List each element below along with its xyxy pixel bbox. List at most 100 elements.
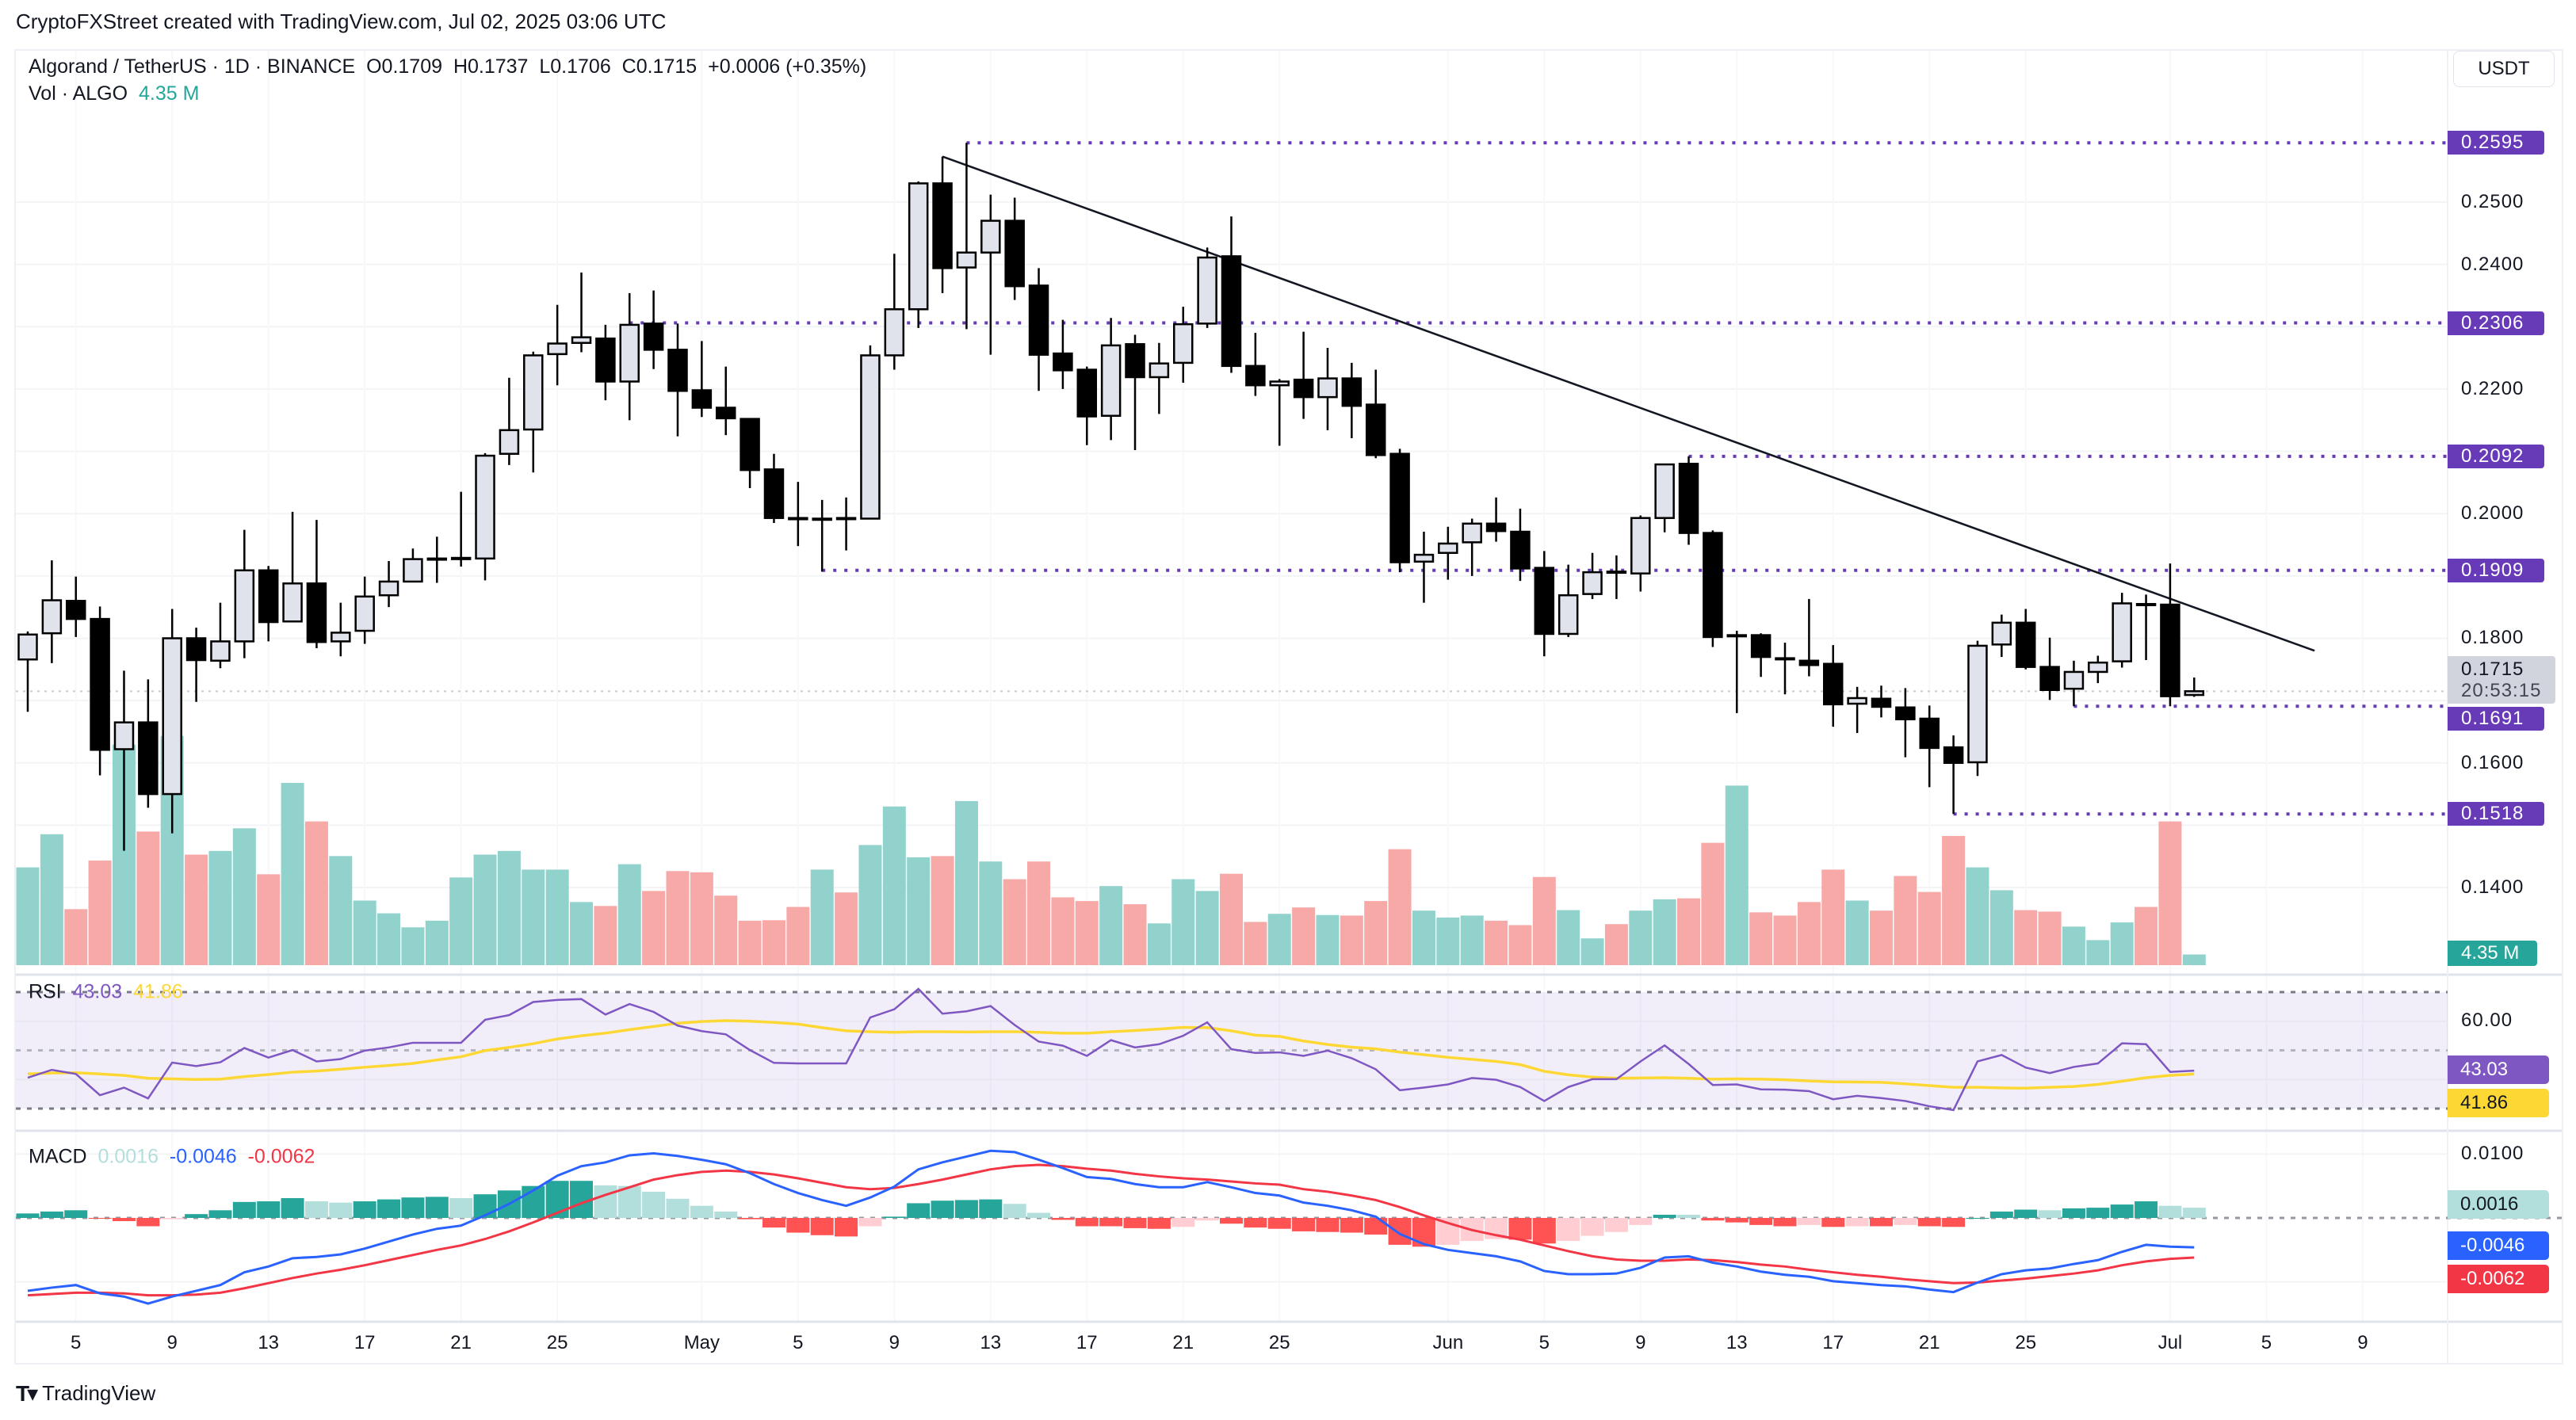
candle-body	[1173, 323, 1194, 365]
volume-bar	[2135, 907, 2158, 965]
macd-histogram-bar	[714, 1211, 738, 1218]
trendline	[942, 155, 2315, 652]
volume-bar	[1292, 907, 1316, 965]
macd-histogram-bar	[112, 1218, 136, 1222]
candle-body	[860, 354, 881, 520]
candle-body	[1148, 362, 1170, 379]
macd-histogram-bar	[666, 1198, 690, 1218]
level-price-label: 0.2595	[2448, 131, 2544, 155]
macd-line-value: -0.0046	[169, 1145, 237, 1168]
volume-bar	[281, 782, 304, 965]
volume-bar	[208, 850, 232, 965]
volume-bar	[1966, 867, 1989, 965]
volume-bar	[1604, 924, 1628, 965]
volume-bar	[473, 854, 497, 965]
macd-histogram-bar	[40, 1211, 63, 1218]
candle-body	[523, 354, 544, 431]
volume-bar	[1147, 923, 1171, 965]
volume-bar	[497, 850, 521, 965]
candle-body	[162, 637, 182, 796]
volume-bar	[714, 895, 738, 965]
candle-body	[1462, 522, 1482, 544]
macd-histogram-bar	[858, 1218, 882, 1227]
macd-histogram-bar	[1316, 1218, 1340, 1232]
volume-bar	[1942, 835, 1966, 965]
volume-bar	[979, 861, 1003, 965]
volume-bar	[617, 864, 641, 965]
candle-body	[812, 517, 832, 521]
volume-bar	[1557, 910, 1580, 965]
candle-body	[1654, 463, 1675, 519]
macd-histogram-bar	[208, 1210, 232, 1218]
macd-hist-value: 0.0016	[97, 1145, 159, 1168]
candle-body	[185, 637, 207, 662]
volume-bar	[1244, 922, 1267, 965]
volume-bar	[401, 927, 425, 965]
macd-histogram-bar	[1557, 1218, 1580, 1242]
macd-histogram-bar	[401, 1197, 425, 1218]
volume-bar	[810, 869, 834, 965]
tradingview-logo[interactable]: T▾ TradingView	[16, 1380, 155, 1407]
rsi-ma-line	[27, 1019, 2195, 1090]
time-axis-label: 13	[258, 1332, 280, 1353]
macd-histogram-bar	[1604, 1218, 1628, 1232]
macd-histogram-bar	[1220, 1218, 1243, 1224]
candle-body	[354, 595, 375, 632]
volume-bar	[882, 806, 906, 965]
candle-body	[282, 582, 303, 623]
candle-body	[1413, 553, 1435, 563]
macd-histogram-bar	[1917, 1218, 1941, 1227]
symbol-name[interactable]: Algorand / TetherUS · 1D · BINANCE	[29, 55, 356, 78]
candle-body	[1582, 571, 1603, 595]
macd-signal-axis-value: -0.0062	[2448, 1265, 2549, 1293]
macd-label[interactable]: MACD	[29, 1145, 87, 1168]
macd-histogram-bar	[931, 1201, 954, 1218]
macd-histogram-bar	[1388, 1218, 1412, 1245]
volume-bar	[232, 828, 256, 965]
macd-histogram-bar	[449, 1197, 473, 1218]
volume-bar	[1773, 915, 1797, 965]
volume-bar	[1532, 876, 1556, 965]
price-axis-tick: 0.1800	[2461, 627, 2524, 649]
volume-bar	[666, 871, 690, 965]
volume-bar	[185, 854, 208, 965]
rsi-label[interactable]: RSI	[29, 980, 62, 1003]
candle-body	[1991, 621, 2012, 646]
volume-label[interactable]: Vol · ALGO	[29, 82, 128, 105]
volume-legend: Vol · ALGO 4.35 M	[29, 82, 199, 105]
candle-body	[2112, 602, 2132, 662]
time-axis-label: 5	[793, 1332, 804, 1353]
volume-bar	[2014, 910, 2038, 965]
candle-body	[450, 556, 472, 560]
time-axis-label: 13	[980, 1332, 1002, 1353]
currency-button[interactable]: USDT	[2453, 51, 2555, 87]
candle-body	[1775, 657, 1795, 661]
candle-body	[1053, 352, 1073, 372]
attribution-text: CryptoFXStreet created with TradingView.…	[16, 10, 667, 33]
volume-bar	[1653, 899, 1676, 965]
volume-bar	[353, 900, 376, 965]
macd-histogram-bar	[2086, 1208, 2110, 1218]
volume-bar	[1797, 902, 1821, 965]
macd-signal-value: -0.0062	[247, 1145, 315, 1168]
candle-body	[1606, 571, 1627, 574]
time-axis-label: 21	[450, 1332, 472, 1353]
candle-body	[691, 389, 713, 409]
macd-histogram-bar	[1989, 1211, 2013, 1218]
candle-body	[1221, 255, 1242, 368]
candle-body	[1341, 377, 1363, 407]
candle-body	[595, 337, 616, 383]
time-axis-label: 9	[889, 1332, 900, 1353]
volume-bar	[136, 831, 160, 965]
level-price-label: 0.1691	[2448, 707, 2544, 731]
macd-histogram-bar	[16, 1213, 40, 1218]
volume-bar	[449, 877, 473, 965]
volume-bar	[88, 860, 112, 965]
time-axis-label: 25	[546, 1332, 568, 1353]
candle-body	[1798, 659, 1820, 666]
macd-axis-tick: 0.0100	[2461, 1143, 2524, 1164]
logo-text: TradingView	[42, 1381, 156, 1405]
low-value: L0.1706	[539, 55, 611, 78]
volume-bar	[2062, 926, 2085, 965]
